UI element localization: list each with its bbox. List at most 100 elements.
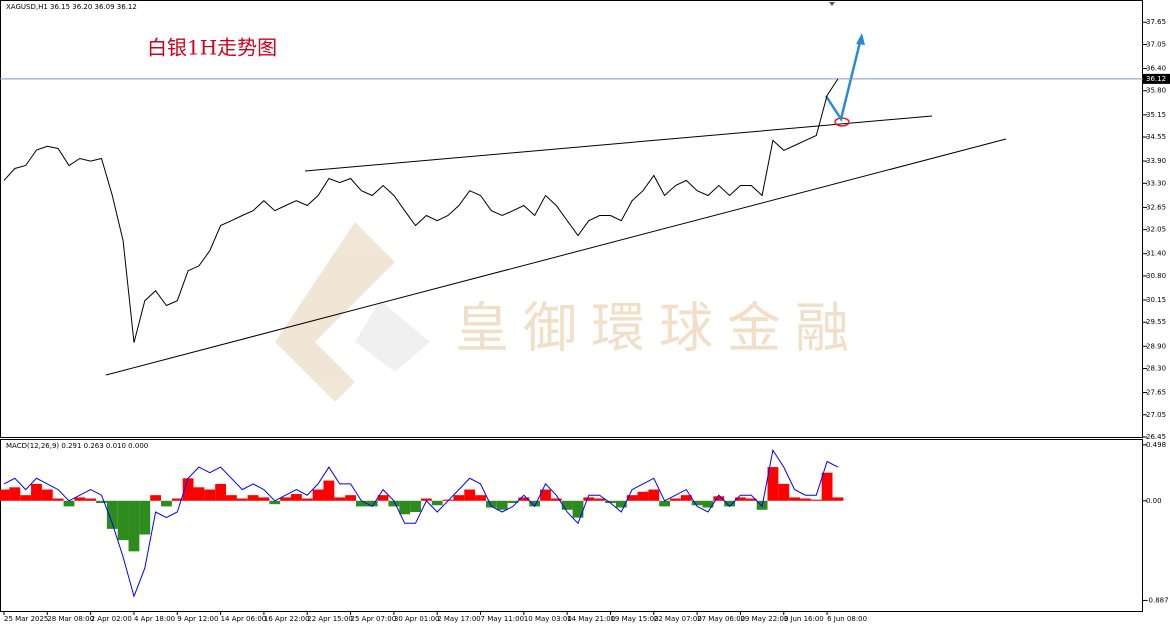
macd-bar [63, 500, 75, 507]
macd-bar [301, 498, 313, 501]
macd-bar [52, 498, 64, 501]
macd-bar [680, 495, 692, 501]
x-tick-label: 22 May 07:00 [654, 615, 702, 623]
x-tick-label: 25 Apr 07:00 [351, 615, 397, 623]
y-tick-label: 33.30 [1146, 179, 1166, 187]
macd-bar [583, 497, 595, 501]
macd-line [3, 448, 839, 598]
macd-bar [139, 500, 151, 535]
y-tick-label: 37.05 [1146, 40, 1166, 48]
macd-bar [626, 495, 638, 501]
x-tick-label: 6 Jun 08:00 [827, 615, 867, 623]
y-tick-label: 26.45 [1146, 433, 1166, 441]
x-tick-label: 3 Jun 16:00 [784, 615, 824, 623]
macd-bar [106, 500, 118, 529]
macd-bar [323, 480, 335, 501]
macd-bar [713, 496, 725, 501]
macd-bar [236, 498, 248, 501]
y-tick-label: 30.15 [1146, 296, 1166, 304]
macd-bar [529, 500, 541, 507]
macd-bar [550, 498, 562, 501]
macd-bar [561, 500, 573, 510]
macd-bar [464, 489, 476, 501]
macd-bar [161, 500, 172, 507]
arrow-head [856, 33, 865, 45]
macd-bar [431, 500, 443, 506]
x-tick-label: 7 May 11:00 [481, 615, 525, 623]
macd-bar [85, 498, 97, 501]
macd-bar [594, 498, 606, 501]
y-tick-label: 32.65 [1146, 203, 1166, 211]
macd-bar [659, 500, 671, 507]
x-tick-label: 16 Apr 22:00 [264, 615, 310, 623]
macd-bar [377, 495, 389, 501]
y-tick-label: 0.498 [1146, 441, 1166, 449]
macd-bar [247, 495, 259, 501]
macd-bar [366, 500, 378, 507]
logo-left [275, 222, 395, 402]
y-tick-label: 27.65 [1146, 389, 1166, 397]
macd-bar [117, 500, 129, 541]
macd-bar [615, 500, 627, 508]
x-tick-label: 29 May 22:00 [740, 615, 788, 623]
y-tick-label: 29.55 [1146, 318, 1166, 326]
y-tick-label: 32.05 [1146, 226, 1166, 234]
shift-marker [829, 2, 835, 6]
y-tick-label: 35.80 [1146, 87, 1166, 95]
trend-line-lower [105, 138, 1007, 376]
macd-bar [648, 489, 660, 501]
logo [275, 222, 430, 402]
macd-bar [605, 500, 616, 504]
macd-bar [745, 498, 757, 501]
x-tick-label: 2 Apr 02:00 [91, 615, 132, 623]
macd-bar [724, 500, 736, 507]
y-tick-label: 28.30 [1146, 364, 1166, 372]
macd-bar [388, 500, 400, 507]
macd-bar [572, 500, 584, 518]
macd-bar [182, 478, 194, 501]
y-tick-label: 37.65 [1146, 18, 1166, 26]
macd-bar [475, 495, 486, 501]
macd-bar [193, 487, 205, 501]
x-tick-label: 14 Apr 06:00 [221, 615, 267, 623]
x-tick-label: 9 Apr 12:00 [177, 615, 218, 623]
y-tick-label: 35.15 [1146, 111, 1166, 119]
macd-bar [204, 489, 216, 501]
y-tick-label: 28.90 [1146, 342, 1166, 350]
macd-bar [74, 497, 86, 501]
macd-bar [269, 500, 281, 505]
macd-bar [507, 500, 519, 504]
macd-bar [334, 497, 346, 501]
macd-bar [280, 497, 291, 501]
y-tick-label: 31.40 [1146, 250, 1166, 258]
logo-right [355, 300, 430, 372]
macd-bar [800, 498, 811, 501]
macd-bar [226, 495, 237, 501]
x-tick-label: 27 May 06:00 [697, 615, 745, 623]
macd-header: MACD(12,26,9) 0.291 0.263 0.010 0.000 [6, 442, 148, 450]
macd-bar [410, 500, 421, 513]
macd-bar [821, 472, 833, 501]
macd-bar [290, 494, 302, 501]
macd-bar [670, 498, 681, 501]
x-tick-label: 28 Mar 08:00 [47, 615, 94, 623]
y-tick-label: 30.80 [1146, 272, 1166, 280]
trend-line-upper [304, 115, 933, 172]
y-tick-label: 36.40 [1146, 65, 1166, 73]
macd-bar [778, 483, 790, 501]
price-panel [0, 0, 1143, 438]
macd-bar [96, 500, 107, 504]
y-tick-label: -0.887 [1146, 596, 1169, 604]
macd-bar [518, 497, 530, 501]
macd-bar [215, 483, 227, 501]
x-tick-label: 22 Apr 15:00 [307, 615, 353, 623]
watermark: 皇御環球金融 [455, 297, 863, 360]
y-tick-label: 27.05 [1146, 411, 1166, 419]
macd-bar [150, 495, 162, 501]
macd-bar [9, 487, 21, 501]
macd-bar [20, 495, 32, 501]
x-tick-label: 25 Mar 2025 [4, 615, 48, 623]
last-price-box [1143, 73, 1170, 84]
x-tick-label: 14 May 21:00 [567, 615, 615, 623]
